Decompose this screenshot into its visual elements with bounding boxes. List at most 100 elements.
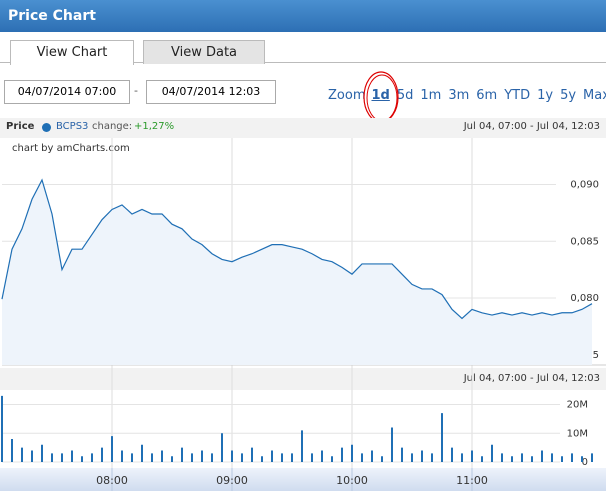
y-tick-label: 0,090 xyxy=(570,179,599,190)
volume-bar xyxy=(501,453,503,462)
volume-bar xyxy=(551,453,553,462)
volume-bar xyxy=(251,447,253,462)
zoom-option[interactable]: 1y xyxy=(537,88,554,103)
volume-bar xyxy=(591,453,593,462)
volume-bar xyxy=(111,436,113,462)
volume-bar xyxy=(301,430,303,462)
price-area xyxy=(2,179,592,365)
volume-bar xyxy=(341,447,343,462)
x-tick-label: 08:00 xyxy=(96,474,128,487)
volume-bar xyxy=(131,453,133,462)
volume-bar xyxy=(441,413,443,462)
zoom-option[interactable]: 1d xyxy=(371,88,390,103)
volume-bar xyxy=(11,439,13,462)
watermark: chart by amCharts.com xyxy=(12,143,130,154)
change-label: change: xyxy=(92,121,133,132)
volume-bar xyxy=(21,447,23,462)
y-tick-label: 0,080 xyxy=(570,293,599,304)
volume-bar xyxy=(411,453,413,462)
zoom-bar: Zoom 1d 5d 1m 3m 6m YTD 1y 5y Max xyxy=(328,88,606,103)
volume-bar xyxy=(391,427,393,462)
volume-bar xyxy=(401,447,403,462)
zoom-label: Zoom xyxy=(328,88,366,103)
zoom-option[interactable]: 3m xyxy=(448,88,470,103)
volume-bar xyxy=(201,450,203,462)
time-axis-bar xyxy=(0,468,606,491)
volume-bar xyxy=(121,450,123,462)
tab-line xyxy=(0,62,606,63)
x-tick-label: 10:00 xyxy=(336,474,368,487)
volume-bar xyxy=(51,453,53,462)
zoom-option[interactable]: 5y xyxy=(560,88,577,103)
volume-bar xyxy=(311,453,313,462)
range-label: Jul 04, 07:00 - Jul 04, 12:03 xyxy=(463,373,600,384)
volume-bar xyxy=(221,433,223,462)
volume-bar xyxy=(371,450,373,462)
volume-bar xyxy=(271,450,273,462)
y-tick-label: 0 xyxy=(582,457,588,468)
volume-bar xyxy=(421,450,423,462)
legend-marker xyxy=(42,123,51,132)
volume-bar xyxy=(481,456,483,462)
date-from[interactable]: 04/07/2014 07:00 xyxy=(4,80,130,104)
zoom-option[interactable]: 5d xyxy=(396,88,414,103)
volume-bar xyxy=(431,453,433,462)
volume-bar xyxy=(571,453,573,462)
x-tick-label: 09:00 xyxy=(216,474,248,487)
volume-bar xyxy=(191,453,193,462)
volume-bar xyxy=(101,447,103,462)
volume-bar xyxy=(511,456,513,462)
y-tick-label: 10M xyxy=(567,428,588,439)
volume-bar xyxy=(451,447,453,462)
volume-bar xyxy=(171,456,173,462)
volume-bar xyxy=(61,453,63,462)
volume-bar xyxy=(141,444,143,462)
volume-bar xyxy=(291,453,293,462)
volume-bar xyxy=(361,453,363,462)
volume-bar xyxy=(151,453,153,462)
volume-bar xyxy=(461,453,463,462)
volume-bar xyxy=(81,456,83,462)
volume-bar xyxy=(231,450,233,462)
volume-bar xyxy=(211,453,213,462)
volume-bar xyxy=(241,453,243,462)
volume-bar xyxy=(471,450,473,462)
date-to[interactable]: 04/07/2014 12:03 xyxy=(146,80,276,104)
volume-bar xyxy=(281,453,283,462)
change-value: +1,27% xyxy=(134,121,175,132)
y-tick-label: 0,085 xyxy=(570,236,599,247)
volume-bar xyxy=(351,444,353,462)
zoom-option[interactable]: Max xyxy=(583,88,606,103)
tab[interactable]: View Data xyxy=(143,40,265,64)
zoom-option[interactable]: 1m xyxy=(420,88,442,103)
date-separator: - xyxy=(134,84,138,97)
x-tick-label: 11:00 xyxy=(456,474,488,487)
volume-bar xyxy=(31,450,33,462)
volume-bar xyxy=(491,444,493,462)
volume-bar xyxy=(531,456,533,462)
volume-bar xyxy=(1,395,3,462)
volume-bar xyxy=(161,450,163,462)
volume-bar xyxy=(261,456,263,462)
volume-bar xyxy=(541,450,543,462)
legend-title: Price xyxy=(6,121,35,132)
volume-bar xyxy=(181,447,183,462)
volume-bar xyxy=(71,450,73,462)
volume-bar xyxy=(321,450,323,462)
price-line xyxy=(1,178,593,320)
zoom-option[interactable]: 6m xyxy=(476,88,498,103)
tab[interactable]: View Chart xyxy=(10,40,134,65)
volume-bar xyxy=(41,444,43,462)
volume-bar xyxy=(91,453,93,462)
volume-bar xyxy=(521,453,523,462)
legend-series[interactable]: BCPS3 xyxy=(56,121,89,132)
volume-bar xyxy=(581,456,583,462)
header-title: Price Chart xyxy=(0,0,606,32)
zoom-option[interactable]: YTD xyxy=(504,88,531,103)
volume-header: Jul 04, 07:00 - Jul 04, 12:03 xyxy=(0,368,606,390)
legend-row: Price BCPS3 change: +1,27% Jul 04, 07:00… xyxy=(0,118,606,138)
range-label: Jul 04, 07:00 - Jul 04, 12:03 xyxy=(463,121,600,132)
volume-bar xyxy=(561,456,563,462)
